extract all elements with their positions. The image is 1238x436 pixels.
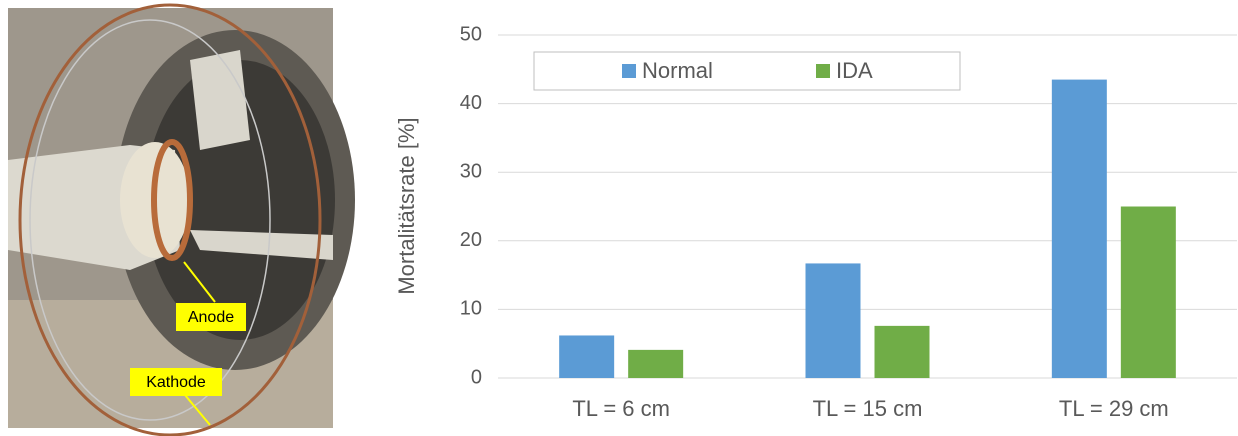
y-tick-label: 30 <box>460 160 482 182</box>
bar <box>628 350 683 378</box>
bar <box>1052 80 1107 378</box>
legend-swatch <box>816 64 830 78</box>
y-tick-label: 20 <box>460 229 482 251</box>
legend-swatch <box>622 64 636 78</box>
chart: Mortalitätsrate [%] 0 10 20 30 40 50 TL = 6 cm… <box>394 23 1237 421</box>
y-tick-label: 50 <box>460 23 482 45</box>
bar <box>806 263 861 378</box>
blade <box>190 50 250 150</box>
page: Anode Kathode Mortalitätsrate [%] 0 10 20 3… <box>0 0 1238 436</box>
y-tick-label: 40 <box>460 92 482 114</box>
legend-label: Normal <box>642 58 713 83</box>
legend-box <box>534 52 960 90</box>
figure: Anode Kathode Mortalitätsrate [%] 0 10 20 3… <box>0 0 1238 436</box>
y-axis-label: Mortalitätsrate [%] <box>394 117 419 294</box>
y-tick-label: 0 <box>471 366 482 388</box>
x-tick-label: TL = 6 cm <box>572 396 670 421</box>
photo-label: Anode <box>188 309 234 326</box>
y-tick-label: 10 <box>460 298 482 320</box>
bar <box>1121 207 1176 379</box>
bar <box>875 326 930 378</box>
x-tick-label: TL = 15 cm <box>813 396 923 421</box>
x-tick-label: TL = 29 cm <box>1059 396 1169 421</box>
photo-label: Kathode <box>146 374 206 391</box>
legend-label: IDA <box>836 58 873 83</box>
photo: Anode Kathode <box>8 5 355 435</box>
bar <box>559 335 614 378</box>
